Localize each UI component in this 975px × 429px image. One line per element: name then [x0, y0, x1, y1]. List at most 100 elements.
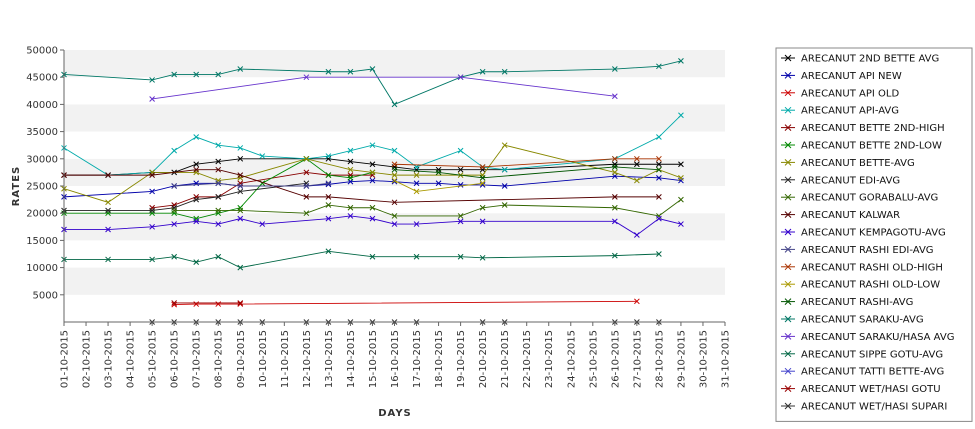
data-point [369, 204, 376, 211]
data-point [237, 215, 244, 222]
data-point [325, 202, 332, 208]
y-tick-label: 35000 [26, 127, 58, 138]
data-point [501, 68, 508, 75]
legend-label: ARECANUT API OLD [801, 88, 899, 99]
legend-marker [784, 193, 792, 201]
legend-item: ARECANUT KEMPAGOTU-AVG [781, 228, 946, 239]
data-point [457, 253, 464, 260]
x-tick-label: 31-10-2015 [721, 330, 732, 388]
data-point [149, 223, 155, 230]
x-tick-label: 06-10-2015 [170, 330, 181, 388]
data-point [501, 142, 508, 149]
legend-item: ARECANUT RASHI-AVG [781, 297, 913, 308]
data-point [193, 71, 200, 78]
x-tick-label: 29-10-2015 [676, 330, 687, 388]
legend-label: ARECANUT WET/HASI GOTU [801, 384, 941, 395]
legend-item: ARECANUT SARAKU-AVG [781, 315, 924, 326]
data-point [457, 166, 464, 173]
series-group [171, 298, 640, 308]
data-point [303, 169, 310, 176]
grid-band [64, 50, 725, 78]
data-point [413, 180, 420, 187]
data-point [479, 180, 486, 187]
data-point [391, 177, 398, 184]
legend-item: ARECANUT SIPPE GOTU-AVG [781, 349, 943, 360]
data-point [347, 147, 354, 154]
data-point [193, 259, 200, 266]
data-point [171, 207, 178, 214]
data-point [215, 180, 222, 187]
data-point [678, 58, 684, 64]
x-tick-label: 21-10-2015 [500, 330, 511, 388]
legend: ARECANUT 2ND BETTE AVG ARECANUT API NEW AR… [775, 47, 973, 422]
data-point [237, 207, 244, 214]
data-point [149, 256, 155, 263]
data-point [611, 169, 618, 176]
legend-item: ARECANUT GORABALU-AVG [781, 193, 938, 204]
data-point [171, 147, 178, 154]
data-point [656, 215, 662, 222]
x-tick-label: 02-10-2015 [82, 330, 93, 388]
data-point [347, 166, 354, 173]
x-tick-label: 14-10-2015 [346, 330, 357, 388]
legend-item: ARECANUT BETTE 2ND-LOW [781, 141, 942, 152]
data-point [325, 181, 332, 188]
data-point [347, 68, 354, 75]
legend-label: ARECANUT EDI-AVG [801, 175, 900, 186]
legend-label: ARECANUT SIPPE GOTU-AVG [801, 349, 943, 360]
data-point [171, 71, 178, 78]
x-tick-label: 16-10-2015 [390, 330, 401, 388]
data-point [391, 147, 398, 154]
data-point [171, 253, 178, 260]
y-tick-label: 40000 [26, 100, 58, 111]
y-tick-label: 30000 [26, 154, 58, 165]
data-point [656, 161, 662, 168]
data-point [391, 166, 398, 173]
x-tick-label: 19-10-2015 [456, 330, 467, 388]
x-tick-label: 07-10-2015 [192, 330, 203, 388]
legend-label: ARECANUT API NEW [801, 71, 902, 82]
y-axis-ticks: 5000 10000 15000 20000 25000 30000 35000 40000 4… [26, 46, 64, 301]
series-line [174, 199, 682, 217]
y-tick-label: 25000 [26, 182, 58, 193]
data-point [369, 142, 376, 149]
data-point [391, 178, 398, 185]
data-point [193, 161, 200, 168]
x-tick-label: 24-10-2015 [566, 330, 577, 388]
data-point [369, 169, 376, 176]
data-point [325, 248, 332, 255]
data-point [347, 204, 354, 211]
legend-item: ARECANUT API-AVG [781, 106, 899, 117]
legend-marker [784, 280, 792, 288]
x-axis-title: DAYS [378, 408, 412, 419]
data-point [678, 221, 684, 227]
plot-background [64, 50, 725, 322]
legend-label: ARECANUT BETTE 2ND-LOW [801, 141, 942, 152]
x-tick-label: 09-10-2015 [236, 330, 247, 388]
legend-item: ARECANUT TATTI BETTE-AVG [781, 367, 944, 378]
data-point [369, 215, 376, 222]
data-point [325, 153, 332, 159]
data-point [193, 218, 200, 225]
legend-marker [784, 333, 792, 340]
data-point [369, 177, 376, 184]
data-point [237, 183, 244, 189]
data-point [457, 147, 464, 154]
series-group [391, 177, 486, 195]
data-point [237, 145, 244, 151]
data-point [501, 166, 508, 173]
data-point [678, 161, 684, 168]
data-point [479, 164, 486, 170]
legend-item: ARECANUT WET/HASI GOTU [781, 384, 941, 395]
x-tick-label: 10-10-2015 [258, 330, 269, 388]
data-point [149, 188, 155, 195]
legend-marker [784, 385, 792, 392]
data-point [193, 134, 200, 140]
grid-band [64, 213, 725, 241]
series-group [391, 164, 662, 181]
data-point [215, 166, 222, 173]
data-point [611, 93, 618, 100]
x-tick-label: 03-10-2015 [104, 330, 115, 388]
data-point [611, 218, 618, 225]
legend-item: ARECANUT KALWAR [781, 210, 900, 221]
